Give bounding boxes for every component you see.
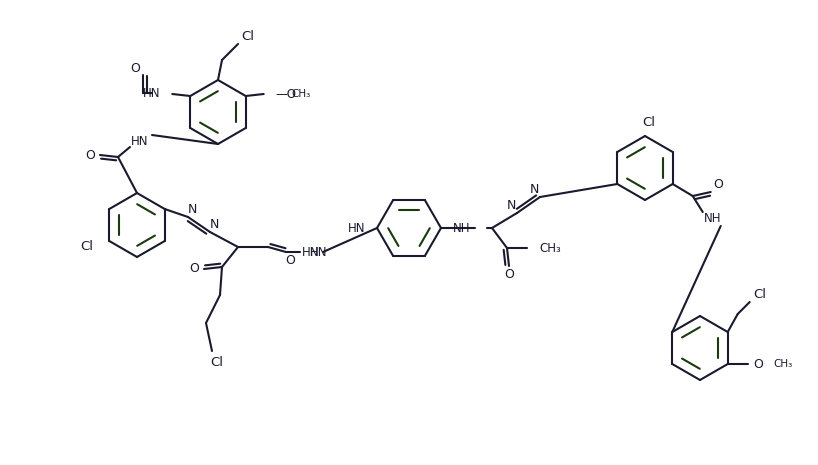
Text: N: N bbox=[529, 182, 539, 195]
Text: O: O bbox=[85, 148, 95, 161]
Text: HN: HN bbox=[348, 221, 365, 234]
Text: HN: HN bbox=[310, 246, 327, 259]
Text: N: N bbox=[187, 202, 196, 215]
Text: O: O bbox=[285, 254, 295, 267]
Text: O: O bbox=[712, 178, 722, 191]
Text: HN: HN bbox=[131, 134, 149, 147]
Text: CH₃: CH₃ bbox=[292, 89, 311, 99]
Text: O: O bbox=[753, 358, 762, 371]
Text: Cl: Cl bbox=[241, 29, 254, 42]
Text: HN: HN bbox=[302, 246, 320, 259]
Text: O: O bbox=[130, 61, 140, 74]
Text: HN: HN bbox=[143, 86, 160, 100]
Text: N: N bbox=[209, 218, 218, 231]
Text: O: O bbox=[504, 268, 514, 281]
Text: NH: NH bbox=[704, 212, 721, 225]
Text: CH₃: CH₃ bbox=[774, 359, 793, 369]
Text: —O: —O bbox=[276, 87, 297, 100]
Text: Cl: Cl bbox=[210, 357, 223, 370]
Text: Cl: Cl bbox=[753, 287, 766, 300]
Text: Cl: Cl bbox=[80, 239, 93, 252]
Text: N: N bbox=[506, 199, 515, 212]
Text: CH₃: CH₃ bbox=[539, 241, 561, 254]
Text: NH: NH bbox=[453, 221, 470, 234]
Text: O: O bbox=[189, 263, 199, 275]
Text: Cl: Cl bbox=[642, 115, 655, 128]
